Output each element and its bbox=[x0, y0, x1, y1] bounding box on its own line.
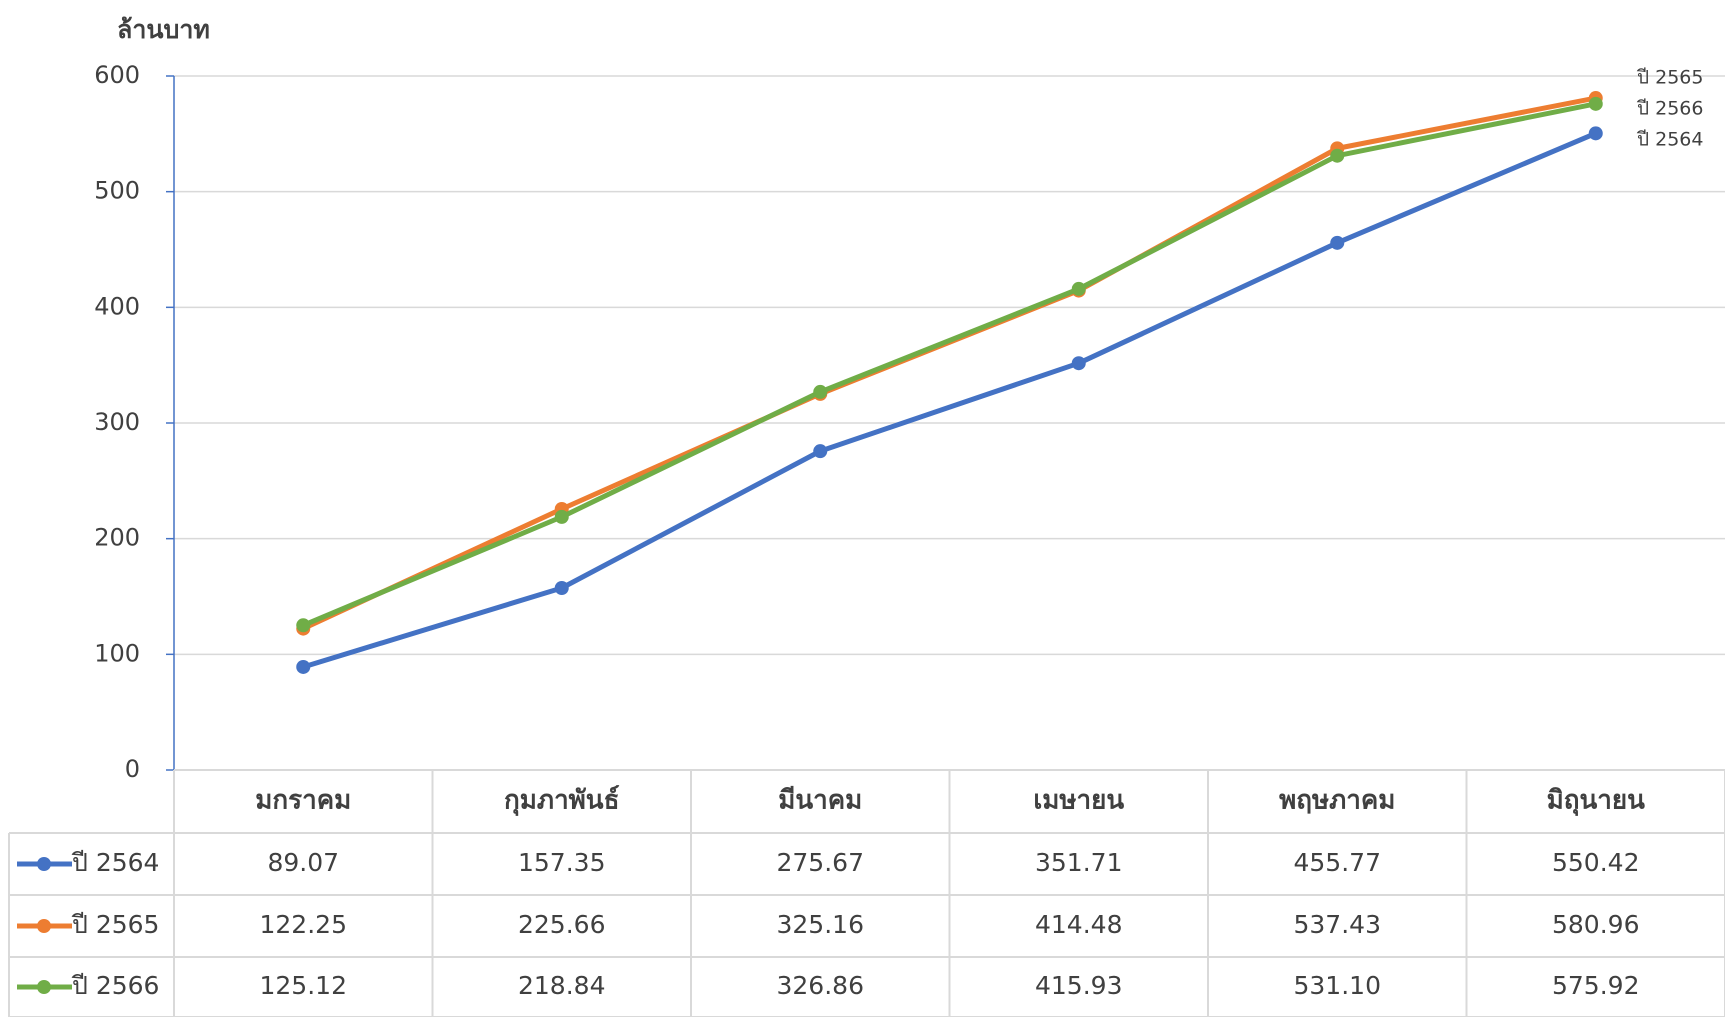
data-point bbox=[296, 659, 311, 674]
end-label: ปี 2564 bbox=[1636, 129, 1703, 151]
data-point bbox=[554, 580, 569, 595]
table-value: 122.25 bbox=[260, 910, 347, 939]
legend-swatch bbox=[37, 919, 51, 933]
x-tick-label: เมษายน bbox=[1033, 786, 1124, 816]
table-value: 550.42 bbox=[1552, 848, 1639, 877]
y-tick-label: 100 bbox=[94, 639, 140, 667]
y-tick-label: 0 bbox=[125, 755, 140, 783]
y-tick-label: 500 bbox=[94, 177, 140, 205]
legend-label: ปี 2564 bbox=[71, 848, 159, 877]
data-point bbox=[813, 444, 828, 459]
x-tick-label: มีนาคม bbox=[778, 786, 862, 816]
data-point bbox=[1330, 235, 1345, 250]
data-point bbox=[1330, 148, 1345, 163]
legend-swatch bbox=[37, 980, 51, 994]
table-value: 218.84 bbox=[518, 971, 605, 1000]
table-value: 225.66 bbox=[518, 910, 605, 939]
table-value: 157.35 bbox=[518, 848, 605, 877]
x-tick-label: กุมภาพันธ์ bbox=[504, 785, 619, 817]
data-point bbox=[1588, 96, 1603, 111]
end-label: ปี 2566 bbox=[1636, 98, 1703, 120]
x-tick-label: มิถุนายน bbox=[1547, 786, 1645, 817]
y-tick-label: 300 bbox=[94, 408, 140, 436]
data-point bbox=[1588, 126, 1603, 141]
data-point bbox=[813, 384, 828, 399]
data-point bbox=[554, 509, 569, 524]
table-value: 275.67 bbox=[777, 848, 864, 877]
data-point bbox=[1071, 281, 1086, 296]
table-value: 531.10 bbox=[1294, 971, 1381, 1000]
y-tick-label: 400 bbox=[94, 292, 140, 320]
series-line bbox=[302, 131, 1597, 670]
series-line bbox=[302, 95, 1597, 631]
y-tick-label: 200 bbox=[94, 524, 140, 552]
table-value: 414.48 bbox=[1035, 910, 1122, 939]
table-value: 575.92 bbox=[1552, 971, 1639, 1000]
data-point bbox=[1071, 356, 1086, 371]
table-value: 325.16 bbox=[777, 910, 864, 939]
legend-label: ปี 2566 bbox=[71, 971, 159, 1000]
table-value: 351.71 bbox=[1035, 848, 1122, 877]
data-point bbox=[296, 618, 311, 633]
y-tick-label: 600 bbox=[94, 61, 140, 89]
x-tick-label: พฤษภาคม bbox=[1279, 786, 1395, 816]
series-line bbox=[302, 101, 1597, 628]
table-value: 455.77 bbox=[1294, 848, 1381, 877]
x-tick-label: มกราคม bbox=[255, 786, 351, 816]
table-value: 537.43 bbox=[1294, 910, 1381, 939]
end-label: ปี 2565 bbox=[1636, 67, 1703, 89]
table-value: 415.93 bbox=[1035, 971, 1122, 1000]
table-value: 580.96 bbox=[1552, 910, 1639, 939]
legend-label: ปี 2565 bbox=[71, 910, 159, 939]
table-value: 125.12 bbox=[260, 971, 347, 1000]
table-value: 89.07 bbox=[267, 848, 339, 877]
legend-swatch bbox=[37, 857, 51, 871]
table-value: 326.86 bbox=[777, 971, 864, 1000]
y-axis-title: ล้านบาท bbox=[117, 15, 210, 44]
